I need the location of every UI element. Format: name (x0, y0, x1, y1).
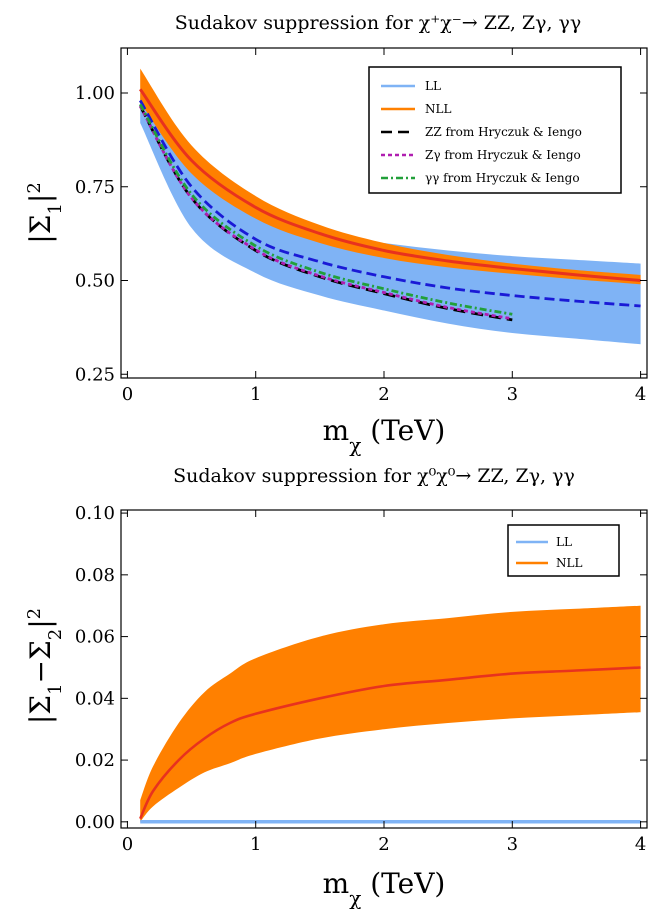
chart-1-title: Sudakov suppression for χ⁺χ⁻→ ZZ, Zγ, γγ (175, 12, 582, 34)
y-tick-label: 0.02 (75, 750, 115, 771)
x-tick-label: 0 (122, 384, 133, 405)
y-tick-label: 0.06 (75, 627, 115, 648)
chart-1-plot-area (138, 68, 641, 345)
y-tick-label: 0.08 (75, 565, 115, 586)
legend-label-zgamma: Zγ from Hryczuk & Iengo (425, 148, 581, 162)
chart-1-legend: LL NLL ZZ from Hryczuk & Iengo Zγ from H… (368, 66, 622, 194)
y-tick-label: 0.75 (75, 177, 115, 198)
chart-2-legend: LL NLL (507, 524, 620, 577)
chart-2-legend-box (507, 524, 620, 577)
legend-label-zz: ZZ from Hryczuk & Iengo (425, 125, 582, 139)
legend-label-ll: LL (425, 79, 441, 93)
legend-label-ll: LL (556, 535, 572, 549)
zgamma-hryczuk-iengo-line (138, 105, 513, 321)
y-tick-label: 0.10 (75, 503, 115, 524)
x-tick-label: 1 (250, 834, 261, 855)
chart-1: Sudakov suppression for χ⁺χ⁻→ ZZ, Zγ, γγ… (24, 12, 648, 457)
chart-2-plot-area (139, 605, 641, 824)
x-tick-label: 0 (122, 834, 133, 855)
legend-label-gammagamma: γγ from Hryczuk & Iengo (425, 171, 580, 185)
chart-2-y-axis-label: |Σ1−Σ2|2 (24, 608, 66, 724)
chart-2: Sudakov suppression for χ⁰χ⁰→ ZZ, Zγ, γγ… (24, 465, 648, 909)
chart-1-legend-box (368, 66, 622, 194)
chart-2-x-axis-label: mχ (TeV) (323, 867, 446, 909)
legend-label-nll: NLL (556, 556, 582, 570)
ll-band (140, 93, 641, 345)
x-tick-label: 2 (378, 834, 389, 855)
chart-2-axes: 0 1 2 3 4 0.00 0.02 0.04 0.06 0.08 0.10 (75, 503, 647, 855)
y-tick-label: 0.00 (75, 812, 115, 833)
x-tick-label: 4 (635, 384, 646, 405)
y-tick-label: 0.04 (75, 688, 115, 709)
x-tick-label: 1 (250, 384, 261, 405)
x-tick-label: 3 (507, 384, 518, 405)
y-tick-label: 0.50 (75, 271, 115, 292)
nll-band (140, 605, 641, 822)
chart-1-y-axis-label: |Σ1|2 (24, 182, 66, 244)
legend-label-nll: NLL (425, 102, 451, 116)
x-tick-label: 4 (635, 834, 646, 855)
dashed-central-line (138, 99, 641, 308)
chart-2-title: Sudakov suppression for χ⁰χ⁰→ ZZ, Zγ, γγ (173, 465, 575, 487)
y-tick-label: 0.25 (75, 364, 115, 385)
nll-central-line (139, 666, 641, 820)
chart-1-x-axis-label: mχ (TeV) (323, 414, 446, 457)
x-tick-label: 3 (507, 834, 518, 855)
nll-central-line (138, 88, 641, 282)
y-tick-label: 1.00 (75, 83, 115, 104)
x-tick-label: 2 (378, 384, 389, 405)
chart-1-axes: 0 1 2 3 4 0.25 0.50 0.75 1.00 (75, 48, 647, 405)
